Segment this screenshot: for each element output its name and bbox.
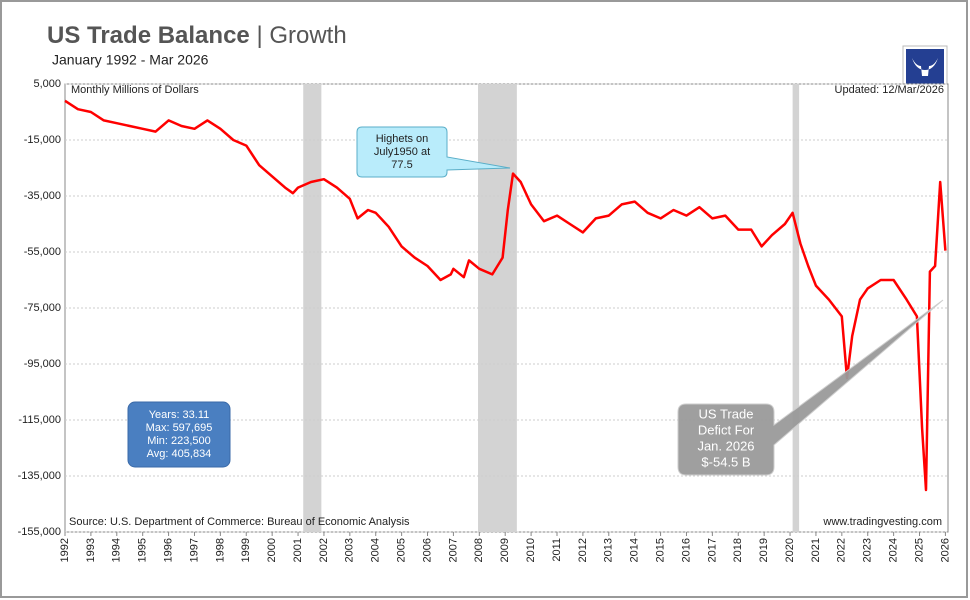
y-tick-label: -135,000 <box>18 470 61 482</box>
subtitle: January 1992 - Mar 2026 <box>52 52 209 68</box>
x-tick-label: 2012 <box>577 538 589 562</box>
x-tick-label: 2000 <box>266 538 278 562</box>
stats-text: Avg: 405,834 <box>147 448 212 460</box>
x-tick-label: 1998 <box>214 538 226 562</box>
x-tick-label: 1995 <box>137 538 149 562</box>
x-tick-label: 2016 <box>680 538 692 562</box>
source-label: Source: U.S. Department of Commerce: Bur… <box>69 516 410 528</box>
website-label: www.tradingvesting.com <box>822 516 942 528</box>
y-tick-label: -15,000 <box>24 134 61 146</box>
x-tick-label: 2021 <box>810 538 822 562</box>
y-tick-label: -115,000 <box>18 414 61 426</box>
x-tick-label: 2018 <box>732 538 744 562</box>
stats-text: Min: 223,500 <box>147 435 211 447</box>
x-tick-label: 1997 <box>188 538 200 562</box>
x-tick-label: 2004 <box>370 538 382 562</box>
y-axis-label: Monthly Millions of Dollars <box>71 84 199 96</box>
x-tick-label: 2005 <box>396 538 408 562</box>
logo-bg <box>906 49 944 87</box>
y-tick-label: -95,000 <box>24 358 61 370</box>
x-tick-label: 2002 <box>318 538 330 562</box>
callout-peak-text: July1950 at <box>374 146 430 158</box>
data-line <box>64 99 947 492</box>
x-tick-label: 1994 <box>111 538 123 562</box>
callout-latest-text: Jan. 2026 <box>697 438 754 453</box>
x-tick-label: 2014 <box>629 538 641 562</box>
y-tick-label: 5,000 <box>33 78 61 90</box>
logo-bull <box>912 58 938 76</box>
x-tick-label: 2023 <box>862 538 874 562</box>
x-tick-label: 2013 <box>603 538 615 562</box>
x-tick-label: 1993 <box>85 538 97 562</box>
x-tick-label: 2024 <box>888 538 900 562</box>
callout-latest-text: $-54.5 B <box>701 454 750 469</box>
shaded-period <box>303 84 322 532</box>
x-tick-label: 2011 <box>551 538 563 562</box>
logo <box>902 45 948 91</box>
y-tick-label: -55,000 <box>24 246 61 258</box>
x-tick-label: 2003 <box>344 538 356 562</box>
x-tick-label: 2009 <box>499 538 511 562</box>
x-tick-label: 2001 <box>292 538 304 562</box>
x-tick-label: 2025 <box>913 538 925 562</box>
callout-latest-text: US Trade <box>699 406 754 421</box>
stats-text: Max: 597,695 <box>146 422 213 434</box>
stats-box <box>127 401 231 468</box>
chart-title: US Trade Balance | Growth <box>47 22 347 49</box>
y-tick-label: -35,000 <box>24 190 61 202</box>
updated-label: Updated: 12/Mar/2026 <box>835 84 944 96</box>
y-tick-label: -75,000 <box>24 302 61 314</box>
x-tick-label: 2020 <box>784 538 796 562</box>
x-tick-label: 2017 <box>706 538 718 562</box>
callout-latest <box>677 299 944 476</box>
callout-peak-text: 77.5 <box>391 159 412 171</box>
x-tick-label: 2019 <box>758 538 770 562</box>
x-tick-label: 2022 <box>836 538 848 562</box>
y-tick-label: -155,000 <box>18 526 61 538</box>
stats-text: Years: 33.11 <box>149 409 210 421</box>
callout-latest-text: Defict For <box>698 422 755 437</box>
callout-peak <box>356 126 511 178</box>
x-tick-label: 2007 <box>447 538 459 562</box>
x-tick-label: 1999 <box>240 538 252 562</box>
title-suffix: | Growth <box>256 22 346 49</box>
x-tick-label: 2026 <box>939 538 951 562</box>
x-tick-label: 2015 <box>654 538 666 562</box>
callout-peak-text: Highets on <box>376 133 429 145</box>
x-tick-label: 2010 <box>525 538 537 562</box>
shaded-period <box>792 84 800 532</box>
title-main: US Trade Balance <box>47 22 250 49</box>
x-tick-label: 2008 <box>473 538 485 562</box>
x-tick-label: 2006 <box>421 538 433 562</box>
x-tick-label: 1992 <box>59 538 71 562</box>
x-tick-label: 1996 <box>162 538 174 562</box>
